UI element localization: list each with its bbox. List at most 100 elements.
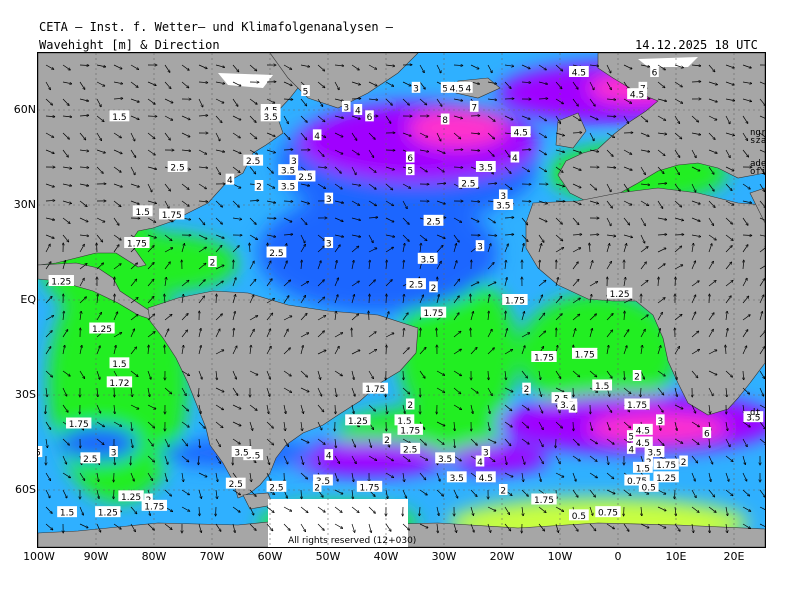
direction-arrow	[419, 64, 424, 73]
direction-arrow	[521, 64, 530, 69]
direction-arrow	[45, 472, 51, 481]
direction-arrow	[708, 115, 717, 120]
direction-arrow	[266, 200, 276, 203]
direction-arrow	[351, 387, 355, 396]
direction-arrow	[742, 64, 751, 68]
lon-tick-label: 20E	[723, 550, 745, 563]
contour-label-bg	[653, 458, 679, 470]
direction-arrow	[504, 438, 511, 446]
direction-arrow	[521, 166, 530, 172]
direction-arrow	[504, 217, 514, 218]
direction-arrow	[334, 489, 343, 494]
city-label: dt	[750, 408, 761, 418]
contour-label-bg	[493, 199, 514, 210]
contour-label-bg	[656, 414, 665, 426]
direction-arrow	[317, 183, 326, 189]
direction-arrow	[266, 313, 273, 321]
contour-label-bg	[653, 471, 679, 483]
direction-arrow	[623, 115, 629, 124]
direction-arrow	[249, 295, 254, 304]
contour-value-label: 2	[681, 458, 687, 468]
direction-arrow	[436, 370, 445, 375]
direction-arrow	[266, 523, 273, 531]
british-isles	[555, 112, 587, 149]
direction-arrow	[725, 246, 732, 253]
direction-arrow	[249, 279, 256, 287]
contour-value-label: 5	[407, 167, 413, 177]
direction-arrow	[402, 489, 407, 498]
contour-value-label: 1.5	[595, 382, 609, 392]
direction-arrow	[709, 438, 710, 448]
direction-arrow	[538, 64, 547, 70]
direction-arrow	[198, 280, 205, 287]
direction-arrow	[505, 311, 506, 321]
arabia-edge	[749, 187, 765, 224]
direction-arrow	[726, 311, 727, 321]
contour-value-label: 1.25	[98, 509, 118, 519]
direction-arrow	[130, 347, 137, 355]
direction-arrow	[572, 183, 581, 188]
direction-arrow	[114, 455, 115, 465]
direction-arrow	[657, 248, 666, 253]
direction-arrow	[164, 489, 172, 496]
direction-arrow	[436, 64, 441, 73]
direction-arrow	[419, 489, 427, 495]
contour-value-label: 3	[343, 103, 349, 113]
contour-value-label: 4	[227, 176, 233, 186]
direction-arrow	[402, 200, 407, 209]
direction-arrow	[79, 200, 87, 207]
direction-arrow	[232, 506, 240, 512]
lon-tick-label: 50W	[315, 550, 341, 563]
direction-arrow	[266, 329, 271, 338]
direction-arrow	[300, 98, 307, 106]
direction-arrow	[147, 234, 157, 238]
direction-arrow	[266, 166, 273, 173]
direction-arrow	[181, 421, 189, 427]
contour-value-label: 3	[483, 449, 489, 459]
direction-arrow	[623, 149, 632, 154]
direction-arrow	[232, 149, 241, 154]
direction-arrow	[487, 506, 496, 511]
direction-arrow	[708, 98, 717, 102]
contour-value-label: 2.5	[269, 249, 283, 259]
direction-arrow	[62, 345, 65, 355]
direction-arrow	[249, 166, 256, 174]
direction-arrow	[606, 217, 611, 226]
contour-label-bg	[522, 382, 531, 394]
direction-arrow	[725, 64, 734, 68]
direction-arrow	[283, 234, 293, 235]
direction-arrow	[164, 472, 167, 482]
direction-arrow	[708, 472, 711, 482]
direction-arrow	[572, 489, 578, 497]
direction-arrow	[385, 455, 394, 461]
contour-value-label: 2	[634, 373, 640, 383]
direction-arrow	[742, 315, 750, 321]
contour-value-label: 0.75	[627, 477, 647, 487]
direction-arrow	[573, 421, 574, 431]
direction-arrow	[674, 421, 677, 431]
direction-arrow	[130, 98, 139, 102]
direction-arrow	[181, 243, 185, 253]
land-masses	[38, 53, 765, 547]
direction-arrow	[521, 217, 528, 225]
direction-arrow	[62, 166, 72, 169]
direction-arrow	[419, 149, 429, 152]
direction-arrow	[385, 98, 392, 105]
direction-arrow	[266, 234, 276, 237]
direction-arrow	[334, 523, 343, 528]
direction-arrow	[419, 166, 427, 172]
direction-arrow	[113, 98, 123, 99]
direction-arrow	[742, 387, 750, 394]
contour-label-bg	[243, 449, 264, 461]
direction-arrow	[351, 455, 356, 464]
direction-arrow	[538, 132, 547, 138]
contour-value-label: 1.25	[92, 325, 112, 335]
direction-arrow	[742, 489, 750, 496]
direction-arrow	[470, 217, 479, 222]
direction-arrow	[759, 149, 765, 153]
contour-value-label: 6	[407, 154, 413, 164]
contour-value-label: 3.5	[647, 449, 661, 459]
direction-arrow	[147, 332, 155, 338]
direction-arrow	[538, 370, 541, 380]
direction-arrow	[368, 404, 376, 411]
